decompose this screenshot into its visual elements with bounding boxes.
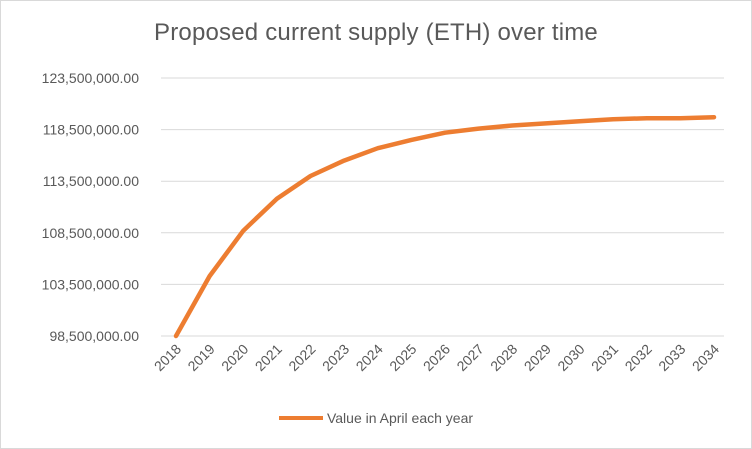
legend: Value in April each year xyxy=(1,410,751,426)
y-tick-label: 103,500,000.00 xyxy=(42,276,140,292)
y-tick-label: 98,500,000.00 xyxy=(49,328,139,344)
x-tick-label: 2032 xyxy=(622,341,655,374)
x-tick-label: 2026 xyxy=(420,341,453,374)
legend-label: Value in April each year xyxy=(326,410,474,426)
x-tick-label: 2019 xyxy=(184,341,217,374)
x-tick-label: 2030 xyxy=(554,341,587,374)
x-tick-label: 2020 xyxy=(218,341,251,374)
x-axis-tick-labels: 2018 2019 2020 2021 2022 2023 2024 2025 2026 2027… xyxy=(151,341,722,374)
x-tick-label: 2027 xyxy=(453,341,486,374)
x-tick-label: 2021 xyxy=(252,341,285,374)
x-tick-label: 2018 xyxy=(151,341,184,374)
gridlines xyxy=(161,77,724,337)
chart-title: Proposed current supply (ETH) over time xyxy=(154,19,598,46)
series-line xyxy=(173,114,717,339)
x-tick-label: 2028 xyxy=(487,341,520,374)
x-tick-label: 2031 xyxy=(588,341,621,374)
x-tick-label: 2024 xyxy=(353,341,386,374)
legend-swatch-line xyxy=(278,416,323,420)
x-tick-label: 2033 xyxy=(655,341,688,374)
y-tick-label: 108,500,000.00 xyxy=(42,225,140,241)
series-layer xyxy=(173,114,717,339)
x-tick-label: 2023 xyxy=(319,341,352,374)
x-tick-label: 2022 xyxy=(285,341,318,374)
y-tick-label: 113,500,000.00 xyxy=(43,173,139,189)
y-axis-tick-labels: 98,500,000.00 103,500,000.00 108,500,000.0… xyxy=(42,70,140,344)
y-tick-label: 118,500,000.00 xyxy=(43,122,139,138)
x-tick-label: 2025 xyxy=(386,341,419,374)
x-tick-label: 2034 xyxy=(689,341,722,374)
x-tick-label: 2029 xyxy=(521,341,554,374)
y-tick-label: 123,500,000.00 xyxy=(42,70,140,86)
